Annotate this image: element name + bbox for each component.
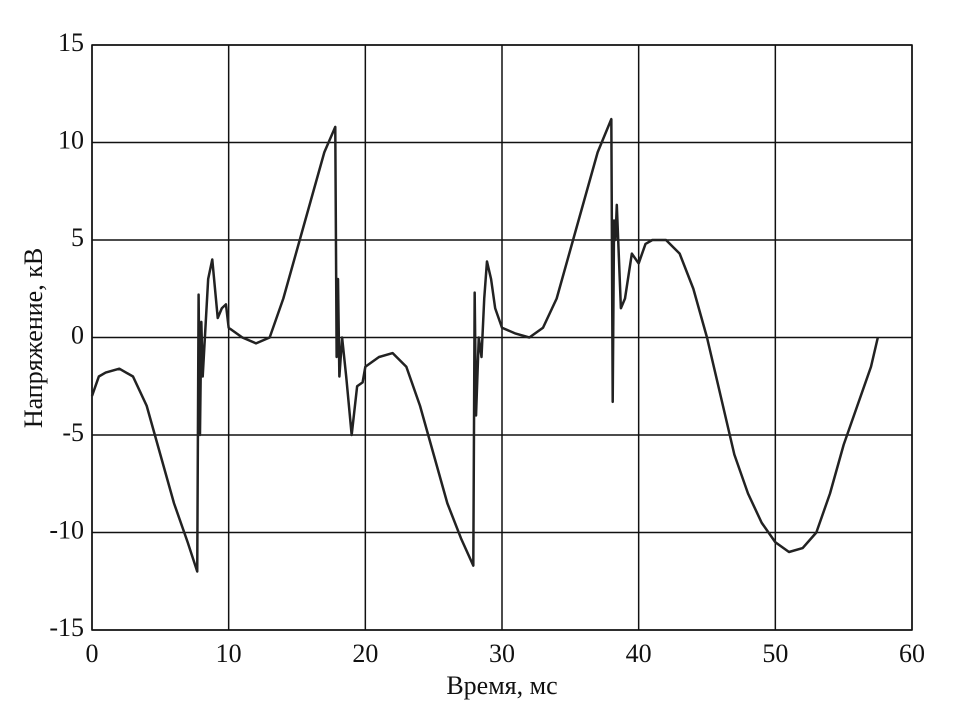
x-axis-label: Время, мс (446, 671, 557, 700)
y-tick-label: -15 (49, 613, 84, 642)
x-tick-label: 40 (626, 639, 652, 668)
y-tick-label: 15 (58, 28, 84, 57)
y-axis-label: Напряжение, кВ (19, 248, 48, 428)
x-tick-label: 30 (489, 639, 515, 668)
y-tick-label: -5 (62, 418, 84, 447)
y-tick-label: -10 (49, 515, 84, 544)
x-tick-label: 0 (86, 639, 99, 668)
x-tick-label: 10 (216, 639, 242, 668)
x-tick-label: 20 (352, 639, 378, 668)
x-tick-label: 50 (762, 639, 788, 668)
y-tick-label: 5 (71, 223, 84, 252)
y-tick-label: 0 (71, 320, 84, 349)
y-tick-label: 10 (58, 125, 84, 154)
plot-frame (91, 44, 913, 631)
data-line (90, 117, 880, 573)
x-tick-label: 60 (899, 639, 925, 668)
